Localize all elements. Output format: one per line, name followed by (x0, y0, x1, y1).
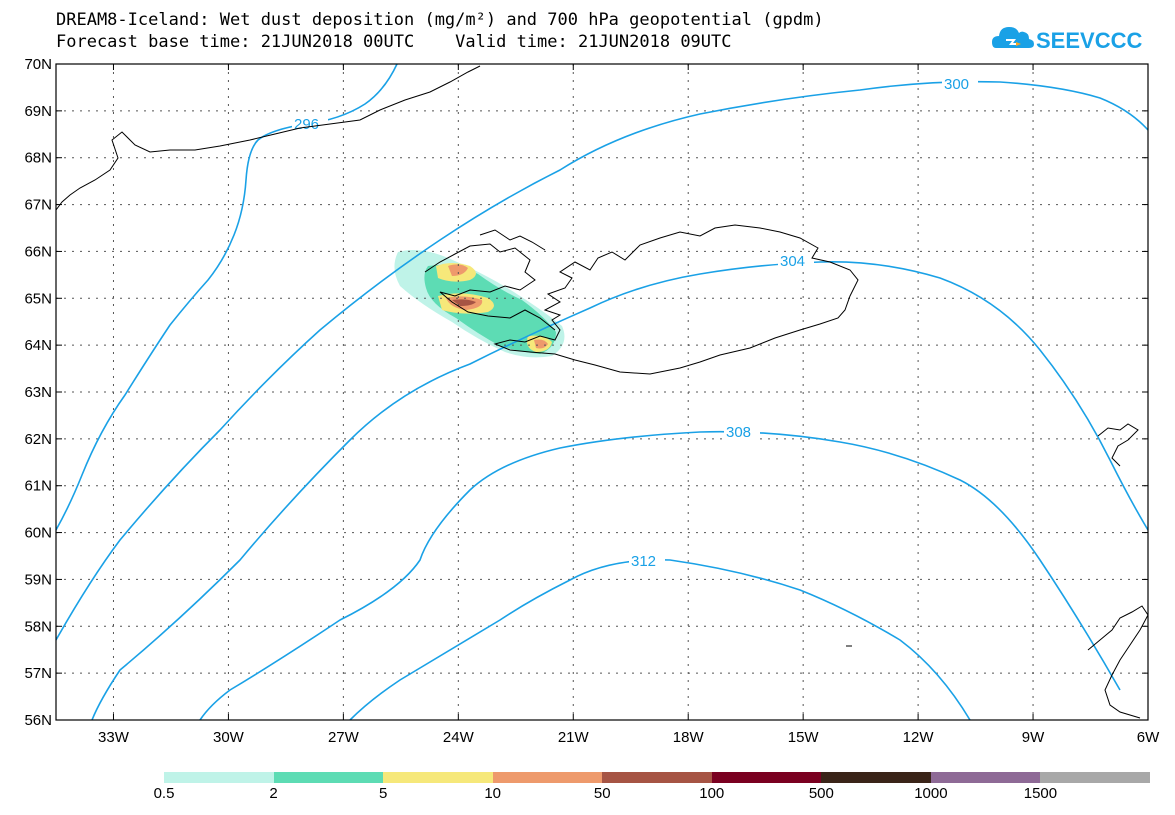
contour-labels: 296 300 304 308 312 (292, 75, 978, 570)
colorbar-label: 50 (593, 785, 611, 802)
dust-deposition-layer (394, 250, 565, 358)
lat-tick-label: 67N (24, 197, 52, 214)
contour-label-296: 296 (294, 116, 319, 133)
lat-tick-label: 63N (24, 384, 52, 401)
scotland-coast (1087, 605, 1149, 719)
lat-tick-label: 64N (24, 337, 52, 354)
logo-text: SEEVCCC (1036, 28, 1142, 53)
colorbar-swatch (821, 772, 932, 783)
map-title-line-1: DREAM8-Iceland: Wet dust deposition (mg/… (56, 10, 824, 30)
colorbar-swatch (930, 772, 1041, 783)
graticule (56, 64, 1148, 720)
lon-tick-label: 33W (98, 729, 130, 746)
contour-line-304 (91, 261, 1149, 721)
contour-label-304: 304 (780, 253, 805, 270)
colorbar-label: 2 (269, 785, 278, 802)
colorbar-swatch (492, 772, 603, 783)
contour-label-308: 308 (726, 424, 751, 441)
colorbar-swatch (383, 772, 494, 783)
colorbar-label: 1000 (914, 785, 948, 802)
coastlines (55, 65, 1149, 719)
lat-tick-label: 56N (24, 712, 52, 729)
contour-line-300 (55, 80, 1149, 641)
contour-label-312: 312 (631, 553, 656, 570)
lon-tick-label: 18W (673, 729, 705, 746)
colorbar-swatch (602, 772, 713, 783)
colorbar-label: 0.5 (153, 785, 175, 802)
lat-tick-label: 61N (24, 478, 52, 495)
lon-tick-label: 15W (788, 729, 820, 746)
colorbar-swatch (273, 772, 384, 783)
colorbar-label: 100 (699, 785, 725, 802)
lon-tick-label: 30W (213, 729, 245, 746)
lat-tick-label: 65N (24, 290, 52, 307)
lat-tick-label: 66N (24, 243, 52, 260)
axis-ticks (56, 63, 1149, 721)
contour-label-300: 300 (944, 76, 969, 93)
contour-line-296 (55, 63, 398, 531)
lon-tick-label: 21W (558, 729, 590, 746)
lat-tick-label: 68N (24, 150, 52, 167)
lon-tick-label: 27W (328, 729, 360, 746)
seevccc-logo: SEEVCCC (992, 27, 1142, 53)
colorbar-label: 500 (808, 785, 834, 802)
westfjords-coast (424, 243, 556, 331)
dust-patch-orange-south (534, 339, 548, 349)
colorbar-swatch (711, 772, 822, 783)
colorbar-swatch (164, 772, 275, 783)
faroe-coast (1097, 423, 1139, 467)
lat-tick-label: 70N (24, 56, 52, 73)
dust-patch-orange-north (448, 264, 468, 276)
lat-tick-label: 60N (24, 525, 52, 542)
lat-tick-label: 69N (24, 103, 52, 120)
lat-tick-label: 62N (24, 431, 52, 448)
greenland-coast (55, 65, 481, 211)
colorbar-swatch (1040, 772, 1151, 783)
contour-line-312 (349, 559, 971, 721)
colorbar-label: 10 (484, 785, 501, 802)
colorbar-label: 1500 (1023, 785, 1058, 802)
map-title-line-2: Forecast base time: 21JUN2018 00UTC Vali… (56, 32, 732, 52)
colorbar-label: 5 (378, 785, 388, 802)
lat-tick-label: 59N (24, 571, 52, 588)
lon-tick-label: 12W (903, 729, 935, 746)
axis-tick-labels: 70N 69N 68N 67N 66N 65N 64N 63N 62N 61N 60N 59N 58N 5… (24, 56, 1160, 746)
lon-tick-label: 24W (443, 729, 475, 746)
lon-tick-label: 6W (1137, 729, 1160, 746)
lat-tick-label: 58N (24, 618, 52, 635)
contour-line-308 (199, 430, 1121, 721)
iceland-coast (493, 224, 859, 375)
lon-tick-label: 9W (1022, 729, 1045, 746)
peninsula-coast (479, 229, 546, 251)
lat-tick-label: 57N (24, 665, 52, 682)
cloud-logo-icon (992, 27, 1034, 48)
